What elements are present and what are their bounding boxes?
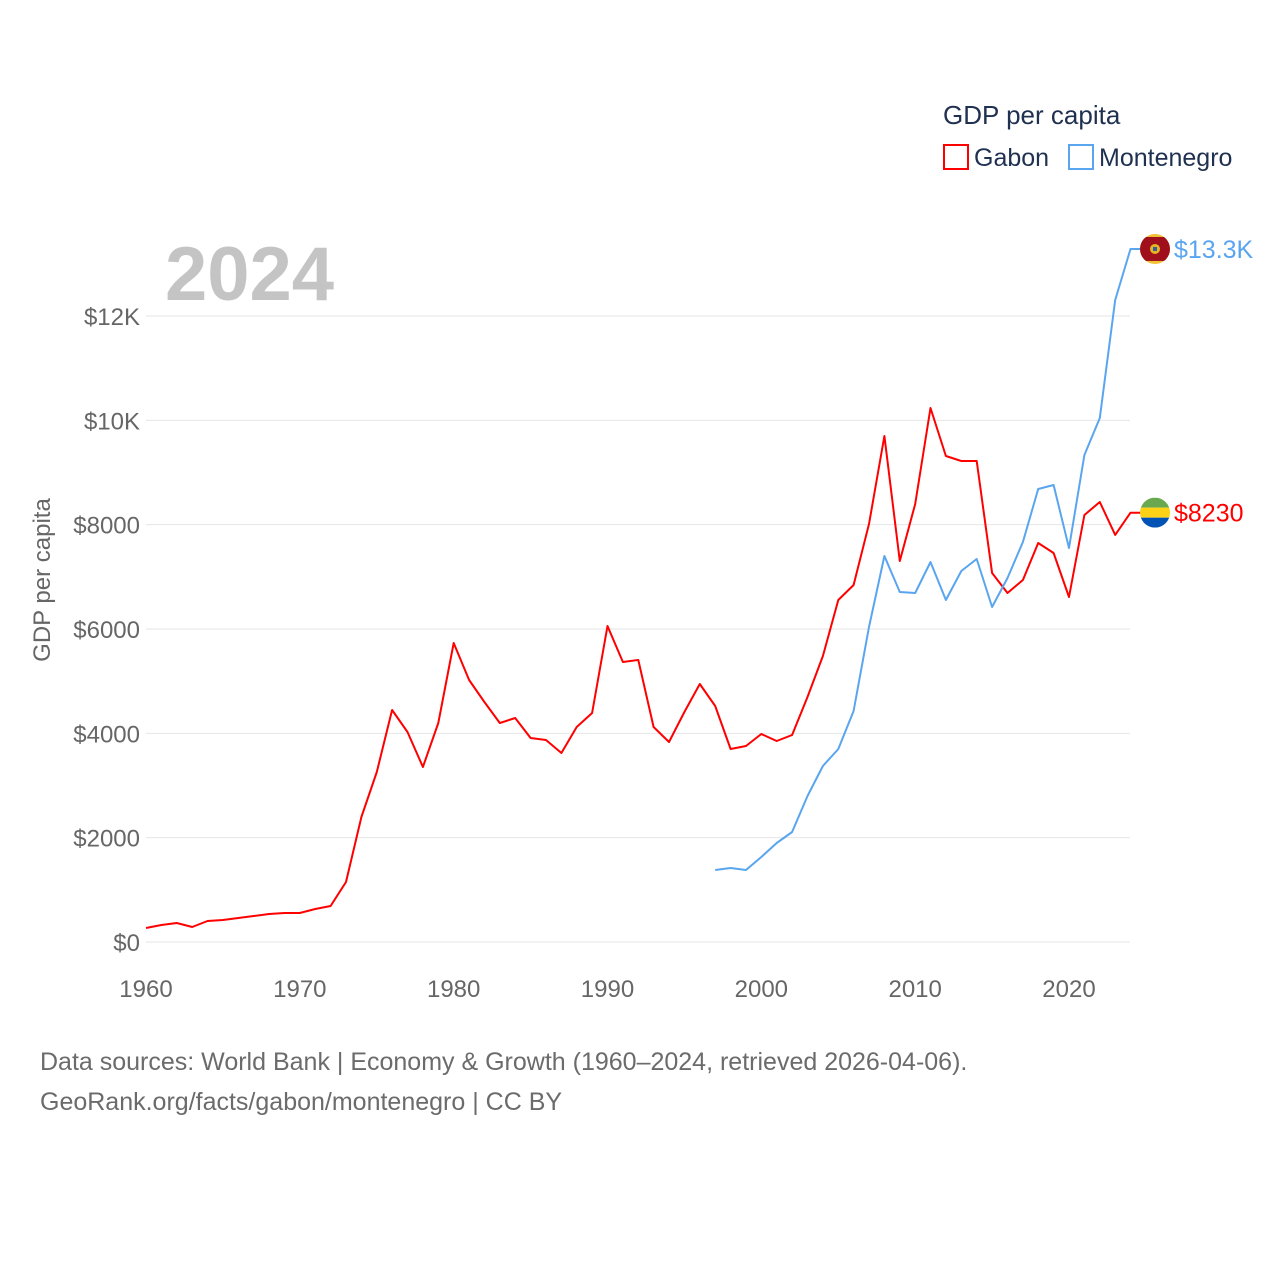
series-line-gabon [145,407,1141,929]
y-tick-label: $12K [84,304,140,331]
y-tick-label: $4000 [73,721,140,748]
x-tick-label: 1960 [119,976,172,1003]
series-lines [145,248,1141,929]
gabon-flag-icon [1140,497,1170,528]
x-tick-label: 1970 [273,976,326,1003]
legend-swatch-gabon [943,144,969,170]
end-label-gabon: $8230 [1174,500,1244,528]
legend-item-montenegro[interactable]: Montenegro [1068,144,1232,172]
y-tick-label: $6000 [73,617,140,644]
end-label-montenegro: $13.3K [1174,236,1254,264]
grid [146,315,1130,943]
x-tick-label: 2020 [1042,976,1095,1003]
legend-label-gabon: Gabon [974,144,1049,172]
source-note: Data sources: World Bank | Economy & Gro… [40,1042,967,1122]
source-line-2[interactable]: GeoRank.org/facts/gabon/montenegro | CC … [40,1088,563,1116]
x-axis: 1960 1970 1980 1990 2000 2010 2020 [119,976,1095,1003]
source-line-1: Data sources: World Bank | Economy & Gro… [40,1048,968,1076]
y-tick-label: $10K [84,408,140,435]
year-watermark: 2024 [165,232,334,317]
x-tick-label: 1990 [581,976,634,1003]
legend-label-montenegro: Montenegro [1099,144,1232,172]
legend: GDP per capita Gabon Montenegro [943,100,1232,172]
legend-swatch-montenegro [1068,144,1094,170]
montenegro-flag-icon [1140,233,1170,264]
y-tick-label: $8000 [73,513,140,540]
y-tick-label: $2000 [73,826,140,853]
x-tick-label: 2000 [735,976,788,1003]
x-tick-label: 1980 [427,976,480,1003]
y-axis-label: GDP per capita [29,498,56,662]
x-tick-label: 2010 [888,976,941,1003]
legend-title: GDP per capita [943,100,1121,130]
end-labels: $8230 $13.3K [1140,233,1254,528]
y-tick-label: $0 [113,930,140,957]
series-line-montenegro [715,248,1141,871]
y-axis: $0 $2000 $4000 $6000 $8000 $10K $12K [73,304,140,957]
legend-item-gabon[interactable]: Gabon [943,144,1049,172]
